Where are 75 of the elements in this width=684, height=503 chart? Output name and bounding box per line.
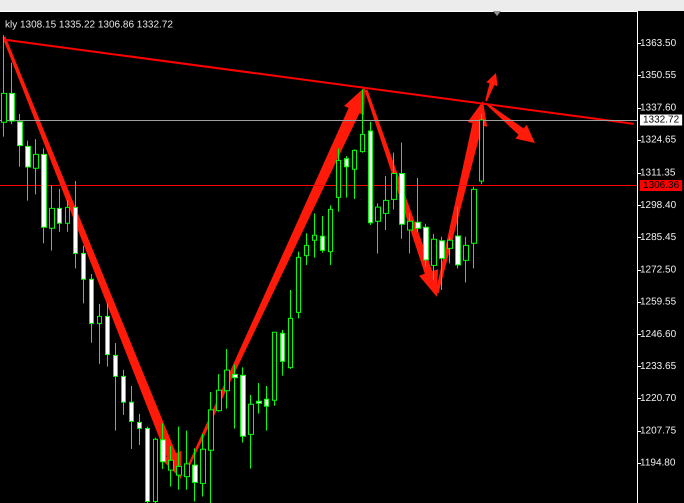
candlestick: [57, 188, 62, 232]
candlestick: [439, 236, 445, 290]
y-tick-label: 1285.45: [640, 232, 677, 244]
y-tick-label: 1246.60: [640, 328, 677, 340]
y-tick-label: 1194.80: [640, 458, 676, 469]
candlestick: [168, 446, 174, 488]
candlestick: [455, 206, 461, 269]
candlestick: [479, 113, 484, 185]
candlestick: [113, 342, 118, 432]
y-tick-label: 1259.55: [640, 296, 677, 308]
candlestick: [73, 180, 78, 269]
candlestick: [312, 212, 317, 258]
candlestick: [431, 233, 437, 281]
candlestick: [192, 448, 198, 502]
candlestick: [344, 156, 349, 198]
candlestick: [336, 148, 341, 212]
candlestick: [137, 413, 142, 446]
ref-line-label: 1306.36: [643, 180, 680, 192]
candlestick: [129, 386, 134, 450]
y-tick-label: 1207.75: [640, 425, 677, 436]
candlestick: [280, 330, 285, 376]
candlestick: [216, 374, 222, 412]
y-tick-label: 1311.35: [640, 168, 676, 179]
candlestick: [184, 430, 190, 490]
candlestick: [264, 386, 269, 432]
candlestick: [200, 433, 206, 498]
candlestick: [105, 302, 110, 368]
y-tick-label: 1363.50: [640, 38, 677, 49]
y-tick-label: 1220.70: [640, 393, 677, 404]
candlestick: [145, 426, 150, 503]
candlestick: [121, 369, 126, 416]
y-tick-label: 1272.50: [640, 264, 677, 276]
candlestick: [41, 148, 47, 244]
candlestick: [224, 348, 230, 410]
candlestick: [415, 177, 421, 232]
y-tick-label: 1324.65: [640, 134, 677, 146]
candlestick: [272, 332, 277, 406]
y-tick-label: 1298.40: [640, 200, 677, 211]
candlestick: [256, 382, 262, 414]
text: kly 1308.15 1335.22 1306.86 1332.72: [5, 20, 174, 30]
candlestick: [328, 204, 333, 266]
candlestick: [25, 140, 31, 202]
candlestick: [17, 114, 23, 168]
candlestick: [352, 148, 357, 200]
candlestick: [296, 251, 301, 319]
candlestick: [360, 88, 365, 154]
y-tick-label: 1233.65: [640, 361, 677, 372]
ref-line-label: 1332.72: [643, 114, 680, 126]
candlestick: [447, 236, 453, 264]
candlestick: [33, 138, 39, 195]
candlestick: [399, 142, 405, 240]
candlestick: [176, 426, 182, 490]
candlestick: [423, 223, 429, 268]
candlestick: [65, 200, 70, 232]
candlestick: [288, 289, 293, 370]
candlestick: [407, 212, 413, 254]
candlestick: [368, 121, 373, 226]
candlestick: [463, 236, 469, 284]
candlestick: [240, 366, 246, 444]
candlestick: [89, 274, 94, 344]
candlestick: [248, 394, 254, 470]
y-tick-label: 1350.55: [640, 70, 677, 82]
candlestick: [304, 232, 309, 266]
candlestick: [383, 175, 389, 230]
candlestick: [9, 62, 15, 124]
y-tick-label: 1337.60: [640, 102, 677, 114]
candlestick: [375, 202, 381, 254]
candlestick: [232, 364, 238, 430]
candlestick: [391, 152, 397, 210]
candlestick: [471, 186, 477, 269]
candlestick: [81, 245, 86, 304]
candlestick: [49, 184, 55, 252]
candlestick: [97, 303, 102, 364]
candlestick: [160, 422, 166, 470]
candlestick: [320, 216, 325, 254]
